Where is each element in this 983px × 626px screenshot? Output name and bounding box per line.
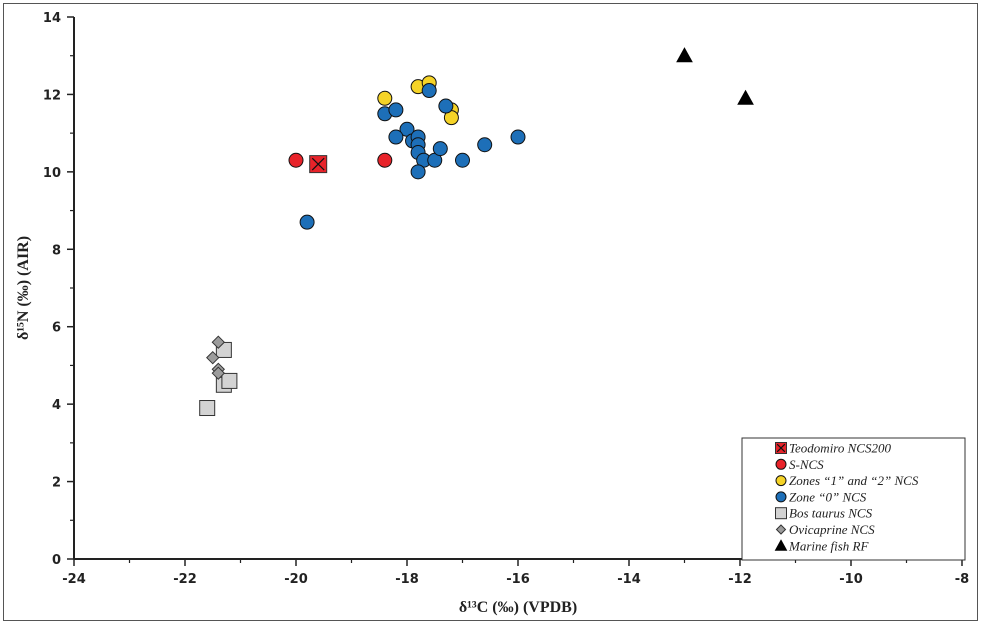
data-point — [410, 164, 426, 180]
y-tick-label: 2 — [52, 476, 61, 491]
data-point — [377, 90, 393, 106]
data-point — [388, 129, 404, 145]
legend-marker — [775, 507, 787, 520]
data-point — [421, 83, 437, 99]
x-tick-label: -20 — [284, 572, 308, 587]
legend-marker — [775, 442, 787, 454]
series-0 — [309, 155, 328, 174]
legend-label: Bos taurus NCS — [789, 506, 873, 521]
legend-marker — [774, 539, 788, 551]
data-point — [676, 47, 693, 63]
y-tick-label: 4 — [52, 398, 61, 413]
legend-label: Zones “1” and “2” NCS — [789, 473, 919, 488]
marker-cross — [311, 157, 325, 171]
x-tick-label: -18 — [395, 572, 419, 587]
legend-marker — [775, 491, 787, 503]
x-tick-label: -22 — [173, 572, 197, 587]
data-point — [737, 89, 754, 105]
legend-marker — [775, 475, 787, 487]
legend-label: Marine fish RF — [788, 538, 869, 553]
x-axis-title: δ¹³C (‰) (VPDB) — [459, 599, 577, 616]
y-tick-label: 6 — [52, 321, 61, 336]
data-point — [206, 350, 220, 365]
y-tick-label: 8 — [52, 243, 61, 258]
series-1 — [288, 152, 393, 168]
series-5 — [206, 335, 226, 380]
series-4 — [199, 341, 238, 417]
data-point — [288, 152, 304, 168]
marker-cross — [776, 443, 786, 453]
chart-frame — [3, 3, 978, 621]
data-point — [388, 102, 404, 118]
data-points — [199, 47, 754, 417]
x-tick-label: -12 — [728, 572, 752, 587]
series-6 — [676, 47, 754, 105]
legend-label: Ovicaprine NCS — [789, 522, 875, 537]
x-tick-label: -14 — [617, 572, 641, 587]
legend-label: Teodomiro NCS200 — [789, 441, 891, 456]
x-tick-label: -8 — [955, 572, 969, 587]
series-3 — [299, 83, 526, 230]
x-tick-label: -16 — [506, 572, 530, 587]
x-tick-label: -24 — [62, 572, 86, 587]
y-tick-label: 14 — [43, 11, 61, 26]
data-point — [377, 152, 393, 168]
data-point — [455, 152, 470, 168]
legend-marker — [775, 458, 787, 470]
data-point — [432, 141, 448, 157]
y-tick-label: 0 — [52, 553, 61, 568]
y-axis-title: δ¹⁵N (‰) (AIR) — [15, 236, 32, 340]
data-point — [299, 214, 315, 230]
data-point — [309, 155, 328, 174]
data-point — [510, 129, 526, 145]
data-point — [477, 137, 493, 153]
data-point — [438, 98, 454, 114]
y-tick-label: 10 — [43, 166, 61, 181]
legend-label: Zone “0” NCS — [789, 489, 867, 504]
data-point — [211, 335, 226, 349]
legend-label: S-NCS — [789, 457, 824, 472]
data-point — [221, 372, 238, 389]
data-point — [199, 400, 216, 417]
y-tick-label: 12 — [43, 88, 61, 103]
legend-marker — [775, 524, 787, 535]
x-tick-label: -10 — [839, 572, 863, 587]
data-point — [211, 366, 226, 380]
